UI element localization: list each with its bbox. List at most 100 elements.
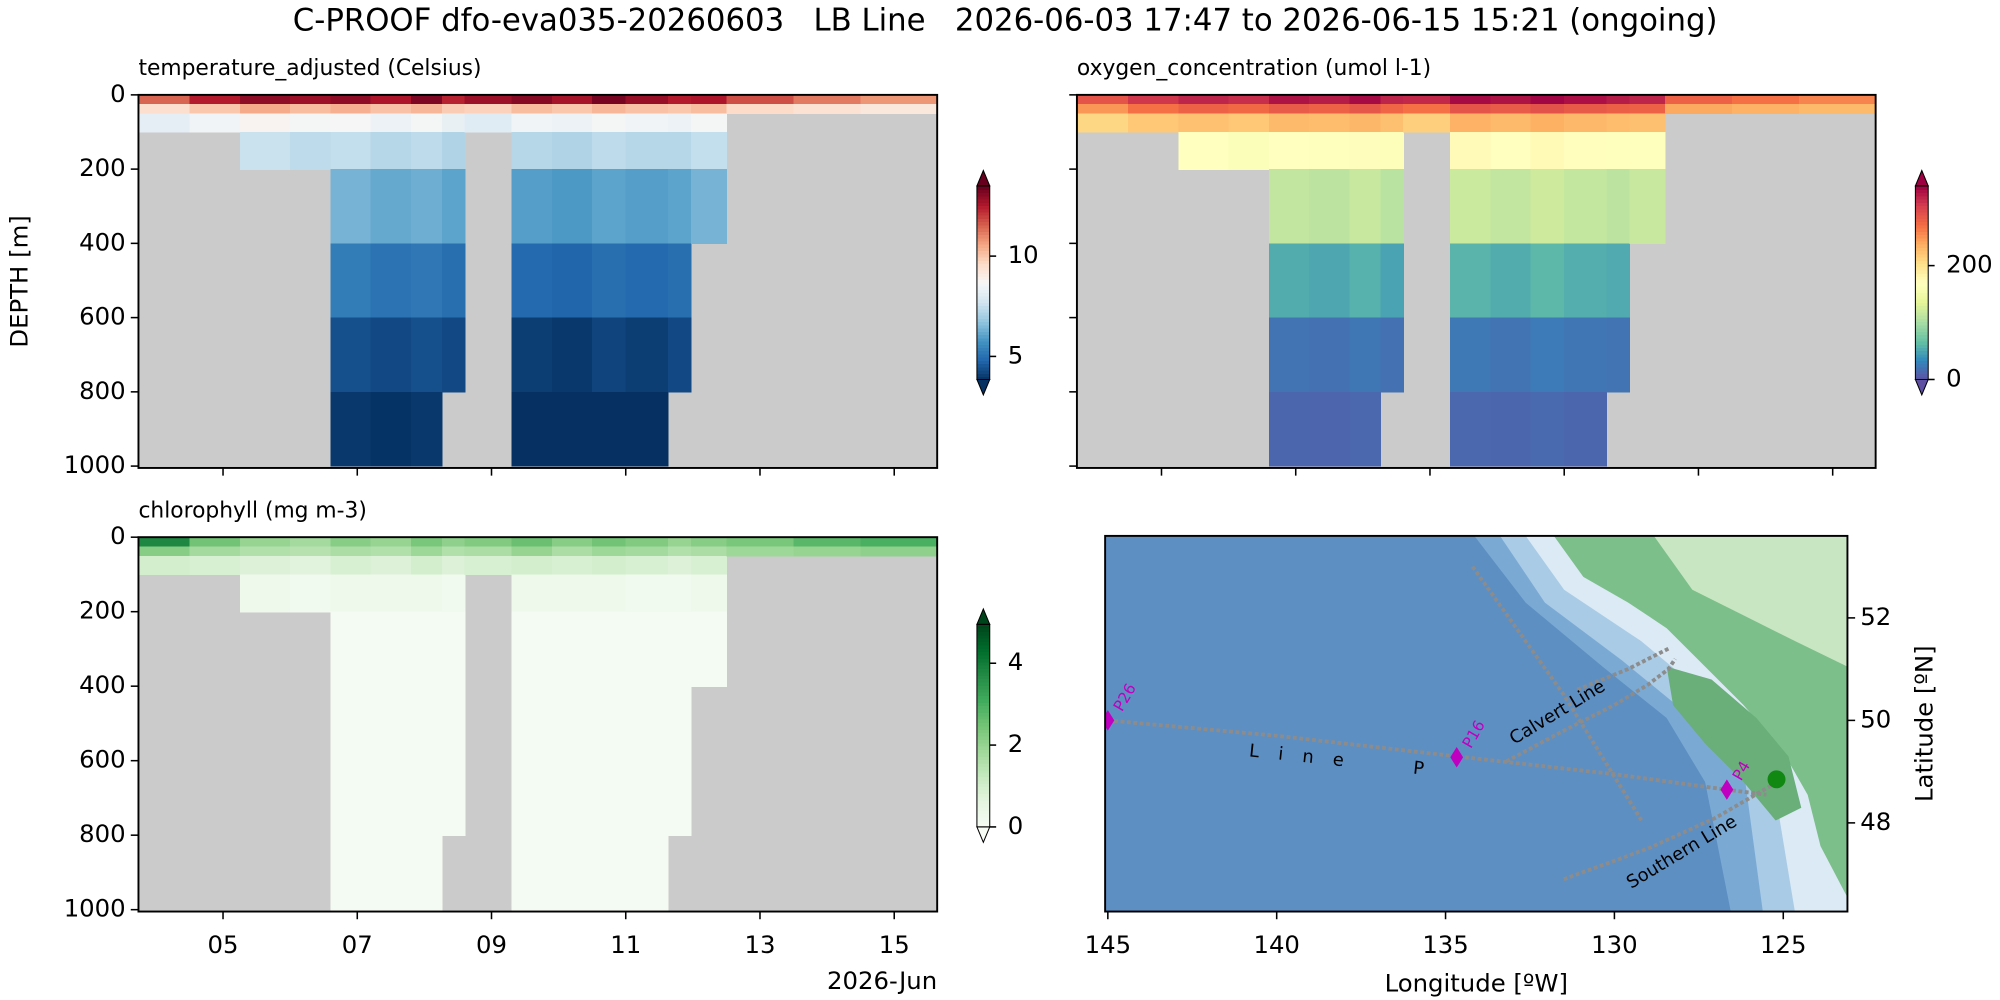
heatmap-cell (441, 555, 466, 576)
heatmap-cell (1530, 94, 1565, 105)
heatmap-cell (668, 574, 692, 613)
colorbar-step (976, 311, 990, 316)
heatmap-cell (726, 104, 795, 115)
highlands (1653, 535, 1848, 667)
colorbar-step (1915, 227, 1929, 232)
heatmap-cell (592, 835, 627, 911)
colorbar-step (976, 266, 990, 271)
colorbar-tick-label: 2 (1008, 729, 1024, 758)
heatmap-cell (551, 113, 593, 133)
colorbar-step (976, 195, 990, 200)
colorbar-step (976, 695, 990, 700)
heatmap-cell (511, 546, 553, 557)
colorbar-step (976, 702, 990, 707)
heatmap-cell (370, 546, 412, 557)
y-tick-label: 600 (79, 745, 125, 774)
y-tick-label: 1000 (64, 894, 126, 923)
colorbar-step (1915, 363, 1929, 368)
heatmap-cell (1268, 94, 1310, 105)
colorbar-step (976, 198, 990, 203)
heatmap-cell (290, 537, 332, 548)
heatmap-cell (370, 835, 412, 911)
x-tick-label: 145 (1085, 930, 1131, 959)
heatmap-cell (330, 537, 372, 548)
colorbar-step (976, 729, 990, 734)
colorbar-extend (976, 826, 991, 844)
colorbar-step (1915, 276, 1929, 281)
heatmap-cell (1606, 104, 1630, 115)
heatmap-cell (1490, 94, 1532, 105)
heatmap-cell (370, 760, 412, 836)
colorbar-step (976, 725, 990, 730)
colorbar-step (976, 353, 990, 358)
colorbar-step (976, 627, 990, 632)
y-tick-label: 52 (1860, 602, 1891, 631)
colorbar-step (976, 298, 990, 303)
colorbar-step (976, 756, 990, 761)
colorbar-step (976, 624, 990, 629)
colorbar-step (976, 688, 990, 693)
heatmap-cell (592, 546, 627, 557)
colorbar-step (976, 334, 990, 339)
heatmap-cell (551, 546, 593, 557)
colorbar-step (1915, 373, 1929, 378)
x-tick-label: 07 (342, 930, 373, 959)
heatmap-cell (511, 835, 553, 911)
colorbar-extend (1914, 169, 1929, 187)
heatmap-cell (625, 555, 669, 576)
heatmap-cell (441, 131, 466, 170)
colorbar-step (1915, 327, 1929, 332)
heatmap-cell (1490, 317, 1532, 393)
heatmap-cell (1564, 391, 1608, 467)
colorbar-step (1915, 360, 1929, 365)
colorbar-step (976, 331, 990, 336)
colorbar-step (976, 373, 990, 378)
heatmap-cell (551, 611, 593, 687)
heatmap-cell (1076, 113, 1129, 133)
colorbar-step (976, 205, 990, 210)
colorbar-step (976, 189, 990, 194)
heatmap-cell (860, 546, 938, 557)
heatmap-cell (1799, 104, 1877, 115)
heatmap-cell (551, 104, 593, 115)
heatmap-cell (1309, 391, 1351, 467)
heatmap-cell (592, 94, 627, 105)
heatmap-cell (1309, 113, 1351, 133)
colorbar-step (976, 759, 990, 764)
colorbar-step (976, 641, 990, 646)
heatmap-cell (1530, 391, 1565, 467)
heatmap-cell (290, 104, 332, 115)
x-tick-label: 09 (476, 930, 507, 959)
heatmap-cell (441, 104, 466, 115)
heatmap-cell (410, 131, 443, 170)
heatmap-cell (239, 131, 291, 170)
heatmap-cell (1629, 94, 1666, 105)
heatmap-cell (793, 546, 862, 557)
heatmap-cell (1664, 104, 1733, 115)
heatmap-cell (690, 94, 728, 105)
heatmap-cell (668, 317, 692, 393)
heatmap-cell (793, 537, 862, 548)
heatmap-cell (1606, 317, 1630, 393)
colorbar-step (976, 356, 990, 361)
colorbar-step (976, 240, 990, 245)
heatmap-cell (625, 686, 669, 762)
colorbar-step (1915, 314, 1929, 319)
colorbar-step (976, 779, 990, 784)
heatmap-cell (1380, 317, 1404, 393)
colorbar-step (1915, 218, 1929, 223)
heatmap-cell (464, 94, 513, 105)
colorbar-step (976, 715, 990, 720)
colorbar-step (1915, 243, 1929, 248)
heatmap-cell (1490, 131, 1532, 170)
colorbar-step (976, 691, 990, 697)
heatmap-cell (464, 104, 513, 115)
heatmap-cell (290, 113, 332, 133)
heatmap-cell (1076, 94, 1129, 105)
heatmap-cell (1309, 243, 1351, 319)
heatmap-cell (690, 574, 728, 613)
heatmap-cell (1450, 317, 1492, 393)
heatmap-cell (441, 760, 466, 836)
colorbar-step (1915, 285, 1929, 290)
